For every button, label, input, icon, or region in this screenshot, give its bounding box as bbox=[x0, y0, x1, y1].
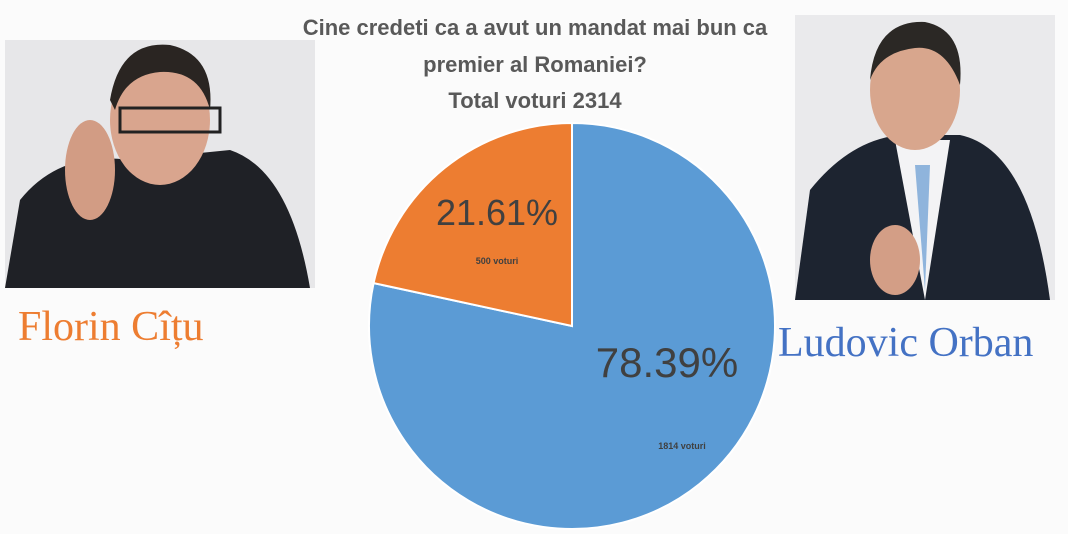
legend-label: Ludovic Orban bbox=[778, 320, 1033, 366]
legend-label: Florin Cîțu bbox=[18, 304, 204, 350]
annotation: 1814 voturi bbox=[658, 441, 706, 451]
value-label: 21.61% bbox=[436, 192, 558, 233]
chart-subtitle: Total voturi 2314 bbox=[448, 88, 622, 113]
annotation: 500 voturi bbox=[476, 256, 519, 266]
value-label: 78.39% bbox=[596, 339, 738, 386]
chart-title: premier al Romaniei? bbox=[423, 52, 647, 77]
photo-left bbox=[5, 40, 315, 288]
photo-right bbox=[795, 15, 1055, 300]
pie-slice bbox=[372, 121, 573, 328]
pie bbox=[368, 121, 776, 530]
chart-title: Cine credeti ca a avut un mandat mai bun… bbox=[303, 15, 768, 40]
